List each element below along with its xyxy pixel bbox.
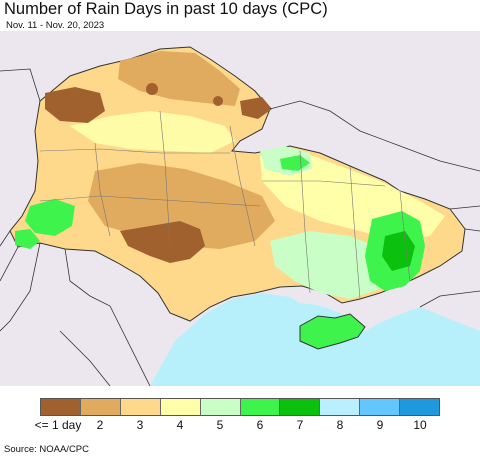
legend-color-bar bbox=[40, 398, 440, 416]
country-borders bbox=[0, 68, 480, 386]
zone-1-day-northeast bbox=[240, 97, 272, 119]
zone-5-days-southeast bbox=[270, 231, 390, 299]
oblast-boundaries bbox=[39, 110, 411, 300]
legend-label: 3 bbox=[136, 418, 144, 432]
legend-label: <= 1 day bbox=[34, 418, 82, 432]
crimea-region bbox=[299, 313, 366, 350]
legend-swatch bbox=[280, 399, 321, 415]
zone-6-days-west bbox=[25, 199, 75, 236]
legend-label: 10 bbox=[413, 418, 427, 432]
legend-label: 7 bbox=[296, 418, 304, 432]
legend-label: 5 bbox=[216, 418, 224, 432]
source-credit: Source: NOAA/CPC bbox=[4, 444, 89, 455]
legend-swatch bbox=[160, 399, 201, 415]
legend-swatch bbox=[41, 399, 81, 415]
zone-1-day-south bbox=[120, 221, 205, 263]
legend-swatch bbox=[320, 399, 361, 415]
zone-1-day-spot-a bbox=[146, 83, 158, 95]
zone-1-day-spot-b bbox=[213, 96, 223, 106]
legend-swatch bbox=[120, 399, 161, 415]
rain-days-map bbox=[0, 31, 480, 386]
legend-labels: <= 1 day 2 3 4 5 6 7 8 9 10 bbox=[0, 418, 480, 434]
legend-swatch bbox=[200, 399, 241, 415]
zone-4-days-north bbox=[70, 111, 235, 153]
legend-label: 8 bbox=[336, 418, 344, 432]
legend-swatch bbox=[400, 399, 440, 415]
zone-7-days-east bbox=[382, 231, 415, 271]
legend-swatch bbox=[360, 399, 401, 415]
legend-swatch bbox=[80, 399, 121, 415]
zone-6-days-north-east bbox=[280, 155, 310, 171]
legend-label: 4 bbox=[176, 418, 184, 432]
zone-6-days-southwest bbox=[15, 229, 40, 249]
legend-swatch bbox=[240, 399, 281, 415]
date-range: Nov. 11 - Nov. 20, 2023 bbox=[6, 20, 105, 31]
legend-label: 2 bbox=[96, 418, 104, 432]
legend-label: 6 bbox=[256, 418, 264, 432]
map-title: Number of Rain Days in past 10 days (CPC… bbox=[4, 0, 328, 18]
zone-2-days-center bbox=[88, 163, 275, 249]
legend-label: 9 bbox=[376, 418, 384, 432]
zone-1-day-northwest bbox=[45, 87, 105, 123]
